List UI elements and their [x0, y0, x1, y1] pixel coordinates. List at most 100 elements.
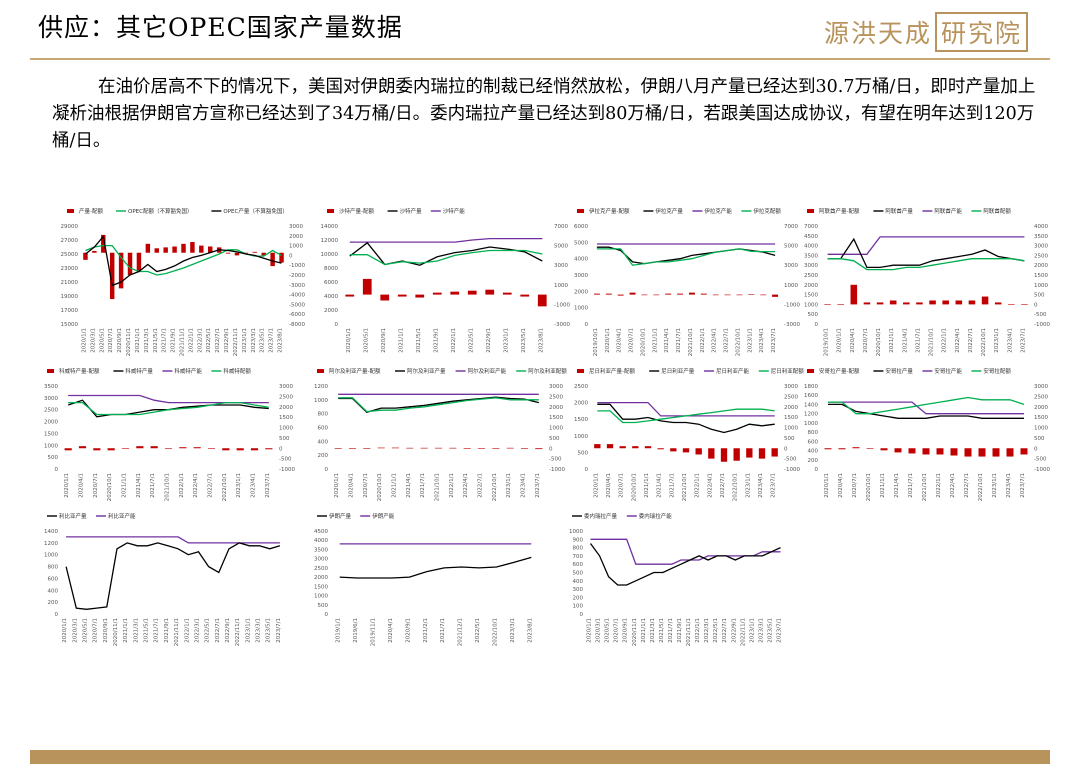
bar-diff	[83, 252, 88, 260]
legend-entry: 科威特产量	[125, 367, 153, 375]
y2-tick-label: -8000	[289, 322, 305, 328]
x-tick-label: 2021/1/1	[889, 328, 895, 353]
bar-diff	[992, 448, 1000, 457]
bar-diff	[929, 300, 936, 305]
bar-diff	[64, 448, 72, 451]
bar-diff	[485, 289, 495, 295]
x-tick-label: 2023/3/1	[758, 618, 764, 643]
y2-tick-label: -1000	[1034, 322, 1050, 328]
chart-uae: 阿联酋产量-配额 阿联酋产量 阿联酋产能 阿联酋配额 7000 4500 4000 3500 3…	[795, 200, 1055, 360]
bar-diff	[641, 294, 648, 296]
x-tick-label: 2019/10/1	[824, 328, 830, 356]
bar-diff	[903, 302, 910, 305]
x-tick-label: 2022/1/1	[451, 328, 457, 353]
bar-diff	[449, 447, 457, 449]
x-tick-label: 2022/10/1	[981, 328, 987, 356]
bar-diff	[994, 302, 1002, 305]
bar-diff	[670, 448, 677, 452]
x-tick-label: 2023/7/1	[276, 618, 282, 643]
x-tick-label: 2022/10/1	[492, 473, 498, 501]
page-title: 供应：其它OPEC国家产量数据	[38, 13, 403, 42]
bar-diff	[377, 447, 385, 449]
y-tick-label: 1500	[804, 293, 818, 299]
footer-bar	[30, 750, 1050, 764]
series-line	[828, 403, 1024, 419]
x-tick-label: 2021/5/1	[416, 328, 422, 353]
bar-diff	[236, 448, 244, 451]
x-tick-label: 2021/3/1	[650, 618, 656, 643]
y2-tick-label: 500	[1034, 293, 1045, 299]
x-tick-label: 2022/7/1	[215, 328, 221, 353]
x-tick-label: 2022/7/1	[964, 473, 970, 498]
bar-diff	[733, 448, 740, 461]
y2-tick-label: 2500	[1034, 394, 1048, 400]
x-tick-label: 2020/4/1	[79, 473, 85, 498]
legend-entry: 尼日利亚产量-配额	[589, 367, 635, 375]
y-tick-label: 1000	[44, 443, 58, 449]
x-tick-label: 2023/7/1	[535, 473, 541, 498]
chart-opec: 产量-配额 OPEC配额（不算豁免国） OPEC产量（不算豁免国） 29000 2700…	[55, 200, 310, 360]
bar-diff	[225, 252, 231, 254]
x-tick-label: 2020/7/1	[629, 328, 635, 353]
x-tick-label: 2023/7/1	[265, 473, 271, 498]
y-tick-label: 4000	[314, 538, 328, 544]
y-tick-label: 2500	[574, 384, 588, 390]
y-tick-label: 7000	[804, 224, 818, 230]
y-tick-label: 0	[325, 467, 329, 473]
y-tick-label: 1200	[804, 412, 818, 418]
x-tick-label: 2020/1/1	[605, 328, 611, 353]
bar-diff	[837, 304, 844, 305]
y2-tick-label: 3000	[1034, 384, 1048, 390]
x-tick-label: 2022/5/1	[205, 618, 211, 643]
legend-entry: 伊拉克配额	[753, 207, 781, 215]
bar-diff	[164, 448, 173, 449]
y2-tick-label: 7000	[554, 224, 568, 230]
y2-tick-label: 3000	[289, 224, 303, 230]
x-tick-label: 2021/1/1	[644, 473, 650, 498]
x-tick-label: 2022/4/1	[463, 473, 469, 498]
y2-tick-label: 1500	[784, 415, 798, 421]
series-line	[349, 241, 543, 266]
y-tick-label: 0	[580, 612, 584, 618]
bar-diff	[760, 294, 767, 296]
x-tick-label: 2020/3/1	[596, 618, 602, 643]
series-line	[828, 396, 1025, 415]
bar-diff	[981, 296, 989, 305]
x-tick-label: 2020/7/1	[93, 473, 99, 498]
x-tick-label: 2020/4/1	[606, 473, 612, 498]
series-line	[85, 235, 282, 287]
y2-tick-label: -500	[1034, 312, 1047, 318]
y2-tick-label: 1000	[549, 426, 563, 432]
bar-diff	[243, 252, 249, 254]
y2-tick-label: 1000	[784, 426, 798, 432]
x-tick-label: 2020/7/1	[852, 473, 858, 498]
y-tick-label: 1400	[804, 402, 818, 408]
y2-tick-label: 4000	[1034, 224, 1048, 230]
x-tick-label: 2022/1/1	[942, 328, 948, 353]
y2-tick-label: 2000	[1034, 405, 1048, 411]
x-tick-label: 2019/1/1	[336, 618, 342, 643]
series-line	[596, 248, 776, 266]
y2-tick-label: 0	[549, 446, 553, 452]
y-tick-label: 10000	[321, 252, 339, 258]
y-tick-label: 600	[48, 576, 59, 582]
legend-entry: 伊拉克产量	[655, 207, 683, 215]
x-tick-label: 2022/1/1	[700, 328, 706, 353]
y2-tick-label: -500	[549, 457, 562, 463]
bar-diff	[502, 292, 512, 295]
y-tick-label: 3500	[804, 253, 818, 259]
x-tick-label: 2022/5/1	[713, 618, 719, 643]
bar-diff	[724, 294, 731, 296]
y-tick-label: 900	[573, 537, 584, 543]
x-tick-label: 2020/1/1	[587, 618, 593, 643]
bar-diff	[863, 302, 871, 305]
x-tick-label: 2023/3/1	[251, 328, 257, 353]
x-tick-label: 2021/1/1	[122, 473, 128, 498]
bar-diff	[93, 448, 101, 451]
y-tick-label: 200	[48, 600, 59, 606]
bar-diff	[880, 448, 888, 451]
x-tick-label: 2021/9/1	[433, 328, 439, 353]
x-tick-label: 2023/1/1	[994, 328, 1000, 353]
y-tick-label: 12000	[321, 238, 339, 244]
bar-diff	[279, 252, 284, 263]
